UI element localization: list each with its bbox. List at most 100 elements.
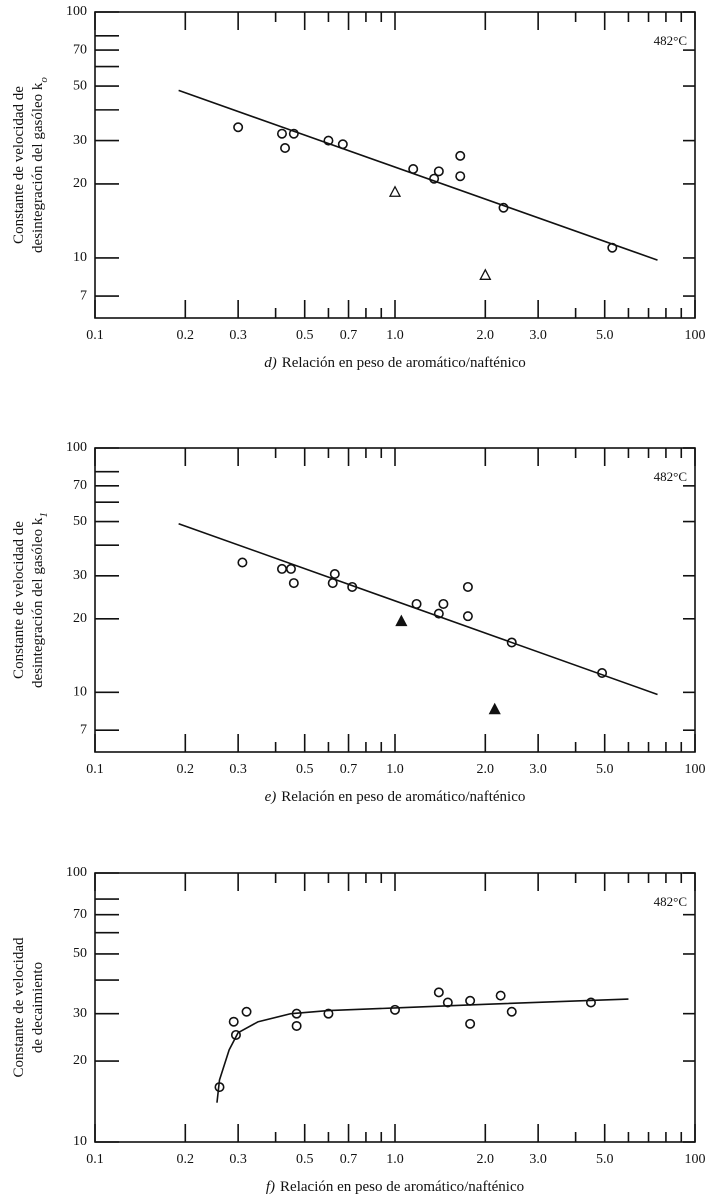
data-point xyxy=(462,611,473,622)
y-tick-label: 100 xyxy=(66,865,87,880)
y-tick-label: 20 xyxy=(73,176,87,191)
x-tick-label: 3.0 xyxy=(529,1152,547,1167)
x-tick-label: 0.1 xyxy=(86,762,104,777)
data-point xyxy=(388,185,402,197)
y-axis-label-line: de decaimiento xyxy=(30,962,46,1053)
y-axis-label-line: Constante de velocidad xyxy=(11,937,27,1077)
x-tick-label: 100 xyxy=(685,1152,706,1167)
x-axis-label: f) Relación en peso de aromático/nafténic… xyxy=(266,1179,524,1195)
annotation: 482°C xyxy=(654,469,687,484)
data-point xyxy=(433,987,444,998)
data-point xyxy=(438,598,449,609)
x-tick-label: 0.5 xyxy=(296,328,314,343)
y-axis-label-line: desintegración del gasóleo k xyxy=(30,517,46,688)
fit-line xyxy=(178,522,658,696)
plot-frame xyxy=(94,447,696,753)
x-tick-label: 1.0 xyxy=(386,1152,404,1167)
y-axis-label: de decaimiento xyxy=(30,962,46,1053)
data-point xyxy=(479,268,492,280)
y-axis-label: Constante de velocidad de xyxy=(11,86,27,244)
plot-frame xyxy=(94,11,696,319)
x-tick-label: 0.7 xyxy=(340,1152,358,1167)
x-tick-label: 0.7 xyxy=(340,328,358,343)
y-tick-label: 20 xyxy=(73,1053,87,1068)
data-point xyxy=(462,581,473,592)
y-tick-label: 10 xyxy=(73,1134,87,1149)
x-tick-label: 0.2 xyxy=(177,328,195,343)
x-tick-label: 5.0 xyxy=(596,1152,614,1167)
data-point xyxy=(285,563,296,574)
x-tick-label: 5.0 xyxy=(596,328,614,343)
x-tick-label: 2.0 xyxy=(477,328,495,343)
panel: 0.1 0.2 0.3 0.5 0.7 1.0 2.0 3.0 5.0 100 10 20 30 50 70… xyxy=(11,865,705,1195)
y-axis-label: Constante de velocidad xyxy=(11,937,27,1077)
data-point xyxy=(465,1018,476,1029)
annotation: 482°C xyxy=(654,894,687,909)
x-tick-label: 5.0 xyxy=(596,762,614,777)
data-point xyxy=(276,128,287,139)
data-point xyxy=(389,1004,400,1015)
x-axis-label: e) Relación en peso de aromático/nafténic… xyxy=(265,789,526,805)
x-tick-label: 3.0 xyxy=(529,762,547,777)
x-tick-label: 1.0 xyxy=(386,328,404,343)
y-axis-subscript: 1 xyxy=(38,512,50,518)
y-tick-label: 7 xyxy=(80,288,87,303)
data-point xyxy=(291,1020,302,1031)
x-axis-title: Relación en peso de aromático/nafténico xyxy=(282,355,526,371)
data-point xyxy=(395,614,408,627)
data-point xyxy=(495,990,506,1001)
x-tick-label: 3.0 xyxy=(529,328,547,343)
x-axis-label: d) Relación en peso de aromático/nafténic… xyxy=(264,355,526,371)
data-point xyxy=(280,142,291,153)
x-tick-label: 0.5 xyxy=(296,762,314,777)
x-tick-label: 2.0 xyxy=(477,762,495,777)
y-axis-label: desintegración del gasóleo ko xyxy=(30,77,49,253)
x-tick-label: 0.2 xyxy=(177,1152,195,1167)
x-tick-label: 0.1 xyxy=(86,328,104,343)
y-axis-label: Constante de velocidad de xyxy=(11,521,27,679)
data-point xyxy=(276,563,287,574)
y-axis-label: desintegración del gasóleo k1 xyxy=(30,512,49,688)
panel: 0.1 0.2 0.3 0.5 0.7 1.0 2.0 3.0 5.0 100 7 10 20 30 50 7… xyxy=(11,4,705,371)
data-point xyxy=(233,122,244,133)
y-tick-label: 30 xyxy=(73,568,87,583)
y-tick-label: 50 xyxy=(73,946,87,961)
y-tick-label: 10 xyxy=(73,685,87,700)
data-point xyxy=(465,995,476,1006)
y-tick-label: 50 xyxy=(73,514,87,529)
x-axis-title: Relación en peso de aromático/nafténico xyxy=(281,789,525,805)
panel-letter: f) xyxy=(266,1179,275,1195)
y-axis-label-line: Constante de velocidad de xyxy=(11,86,27,244)
y-tick-label: 10 xyxy=(73,250,87,265)
fit-line xyxy=(216,998,629,1103)
x-tick-label: 100 xyxy=(685,328,706,343)
y-tick-label: 30 xyxy=(73,133,87,148)
x-tick-label: 0.5 xyxy=(296,1152,314,1167)
data-point xyxy=(455,150,466,161)
x-tick-label: 0.3 xyxy=(229,1152,247,1167)
x-tick-label: 2.0 xyxy=(477,1152,495,1167)
y-axis-label-line: Constante de velocidad de xyxy=(11,521,27,679)
x-tick-label: 0.3 xyxy=(229,762,247,777)
x-tick-label: 0.2 xyxy=(177,762,195,777)
x-tick-label: 0.1 xyxy=(86,1152,104,1167)
y-axis-subscript: o xyxy=(38,77,50,83)
panel-letter: d) xyxy=(264,355,277,371)
data-point xyxy=(506,1006,517,1017)
y-tick-label: 7 xyxy=(80,722,87,737)
y-tick-label: 70 xyxy=(73,42,87,57)
y-tick-label: 70 xyxy=(73,478,87,493)
y-tick-label: 100 xyxy=(66,440,87,455)
panel: 0.1 0.2 0.3 0.5 0.7 1.0 2.0 3.0 5.0 100 7 10 20 30 50 7… xyxy=(11,440,705,805)
data-point xyxy=(442,997,453,1008)
annotation: 482°C xyxy=(654,33,687,48)
data-point xyxy=(329,569,340,580)
x-tick-label: 1.0 xyxy=(386,762,404,777)
data-point xyxy=(288,578,299,589)
y-tick-label: 50 xyxy=(73,78,87,93)
data-point xyxy=(455,171,466,182)
x-tick-label: 0.7 xyxy=(340,762,358,777)
y-axis-label-line: desintegración del gasóleo k xyxy=(30,82,46,253)
data-point xyxy=(433,166,444,177)
